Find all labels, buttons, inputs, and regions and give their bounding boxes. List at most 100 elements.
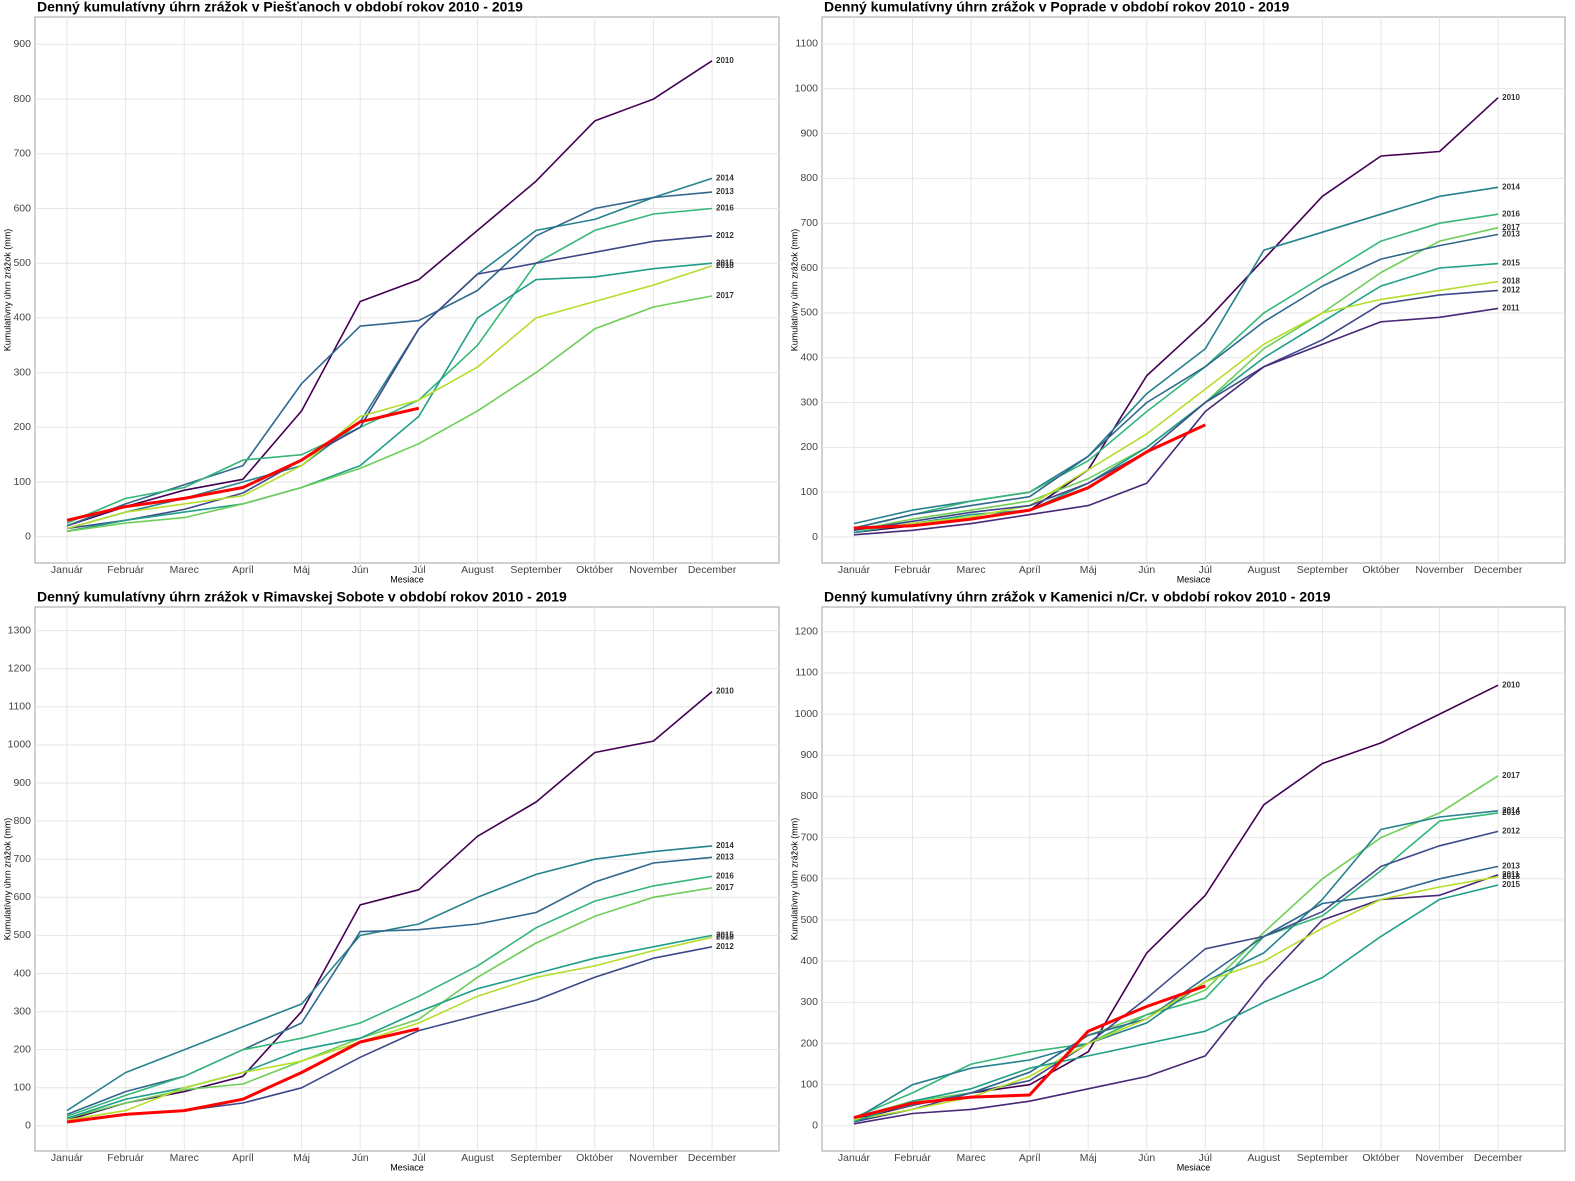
y-tick-label: 500 [13,257,31,269]
series-label: 2010 [1502,93,1520,102]
series-label: 2012 [716,231,734,240]
y-tick-label: 800 [13,93,31,105]
x-tick-label: September [1297,1152,1349,1164]
y-tick-label: 1200 [8,662,32,674]
y-axis-label: Kumulatívny úhrn zrážok (mm) [789,229,799,352]
y-tick-label: 100 [800,486,818,498]
series-label: 2015 [1502,880,1520,889]
chart-title: Denný kumulatívny úhrn zrážok v Kamenici… [824,589,1331,605]
series-label: 2016 [1502,209,1520,218]
y-tick-label: 300 [800,996,818,1008]
series-label: 2013 [716,187,734,196]
y-tick-label: 1300 [8,624,32,636]
x-tick-label: Marec [956,564,985,576]
y-tick-label: 0 [812,1120,818,1132]
series-label: 2016 [716,204,734,213]
x-tick-label: Január [51,564,84,576]
y-tick-label: 600 [13,202,31,214]
y-tick-label: 800 [800,172,818,184]
x-axis-label: Mesiace [1177,574,1211,584]
y-tick-label: 100 [13,476,31,488]
series-label: 2013 [716,852,734,861]
y-axis-label: Kumulatívny úhrn zrážok (mm) [789,818,799,941]
x-axis-label: Mesiace [390,1162,424,1172]
x-tick-label: Júl [1199,564,1212,576]
series-label: 2014 [716,174,734,183]
y-tick-label: 900 [13,777,31,789]
y-tick-label: 300 [13,1005,31,1017]
y-tick-label: 400 [800,351,818,363]
x-tick-label: Júl [1199,1152,1212,1164]
y-tick-label: 700 [13,853,31,865]
y-tick-label: 1100 [795,667,818,679]
y-tick-label: 100 [800,1078,818,1090]
series-line [66,936,713,1121]
x-tick-label: Jún [1138,564,1155,576]
y-tick-label: 400 [13,967,31,979]
series-line [66,262,713,533]
y-tick-label: 1200 [795,625,819,637]
x-tick-label: December [688,564,737,576]
series-label: 2018 [1502,277,1520,286]
y-tick-label: 200 [13,421,31,433]
x-tick-label: August [1248,1152,1281,1164]
series-label: 2017 [1502,223,1520,232]
series-line [853,233,1499,529]
x-tick-label: September [510,1152,562,1164]
series-label: 2011 [1502,870,1520,879]
panel: Denný kumulatívny úhrn zrážok v Piešťano… [2,0,780,584]
x-tick-label: Január [838,1152,871,1164]
series-label: 2012 [716,942,734,951]
x-tick-label: August [461,1152,494,1164]
plot-frame [821,16,1566,564]
series-line [66,690,713,1121]
x-tick-label: Február [894,564,931,576]
x-tick-label: November [629,1152,678,1164]
series-label: 2015 [716,930,734,939]
x-axis-label: Mesiace [390,574,424,584]
y-tick-label: 100 [13,1082,31,1094]
x-tick-label: Apríl [1019,564,1041,576]
x-tick-label: Máj [1080,564,1097,576]
y-tick-label: 0 [812,531,818,543]
series-label: 2016 [1502,808,1520,817]
x-tick-label: Apríl [1019,1152,1041,1164]
y-tick-label: 900 [13,38,31,50]
series-label: 2017 [716,883,734,892]
series-line [853,810,1499,1121]
x-tick-label: Február [107,1152,144,1164]
y-tick-label: 500 [13,929,31,941]
x-tick-label: Október [1362,564,1400,576]
y-tick-label: 1100 [8,701,31,713]
x-tick-label: Máj [1080,1152,1097,1164]
series-label: 2015 [1502,259,1520,268]
series-line [66,265,713,530]
x-tick-label: September [1297,564,1349,576]
series-label: 2014 [1502,182,1520,191]
series-label: 2011 [1502,303,1520,312]
x-tick-label: Apríl [232,1152,254,1164]
series-line [853,873,1499,1125]
x-tick-label: Marec [956,1152,985,1164]
series-line [853,280,1499,532]
series-label: 2014 [716,841,734,850]
x-tick-label: August [461,564,494,576]
y-tick-label: 600 [800,873,818,885]
series-line [853,984,1206,1120]
series-label: 2010 [1502,680,1520,689]
x-tick-label: November [1415,564,1464,576]
series-line [66,191,713,527]
y-tick-label: 1000 [795,83,819,95]
x-tick-label: Máj [293,1152,310,1164]
series-label: 2016 [716,871,734,880]
y-tick-label: 700 [13,148,31,160]
panel: Denný kumulatívny úhrn zrážok v Rimavske… [2,589,780,1172]
panel: Denný kumulatívny úhrn zrážok v Kamenici… [789,589,1566,1172]
y-tick-label: 700 [800,217,818,229]
series-label: 2017 [716,291,734,300]
x-tick-label: Júl [412,564,425,576]
series-line [853,213,1499,529]
series-label: 2018 [716,261,734,270]
y-tick-label: 600 [13,891,31,903]
series-line [66,1027,420,1124]
